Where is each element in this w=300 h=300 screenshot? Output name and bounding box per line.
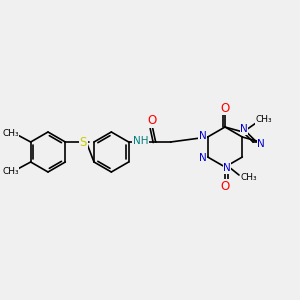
Text: O: O xyxy=(220,101,230,115)
Text: CH₃: CH₃ xyxy=(256,116,272,124)
Text: N: N xyxy=(240,124,248,134)
Text: CH₃: CH₃ xyxy=(2,167,19,176)
Text: NH: NH xyxy=(133,136,148,146)
Text: N: N xyxy=(257,139,265,149)
Text: S: S xyxy=(80,136,87,148)
Text: N: N xyxy=(223,163,231,173)
Text: O: O xyxy=(147,115,156,128)
Text: N: N xyxy=(199,131,207,141)
Text: CH₃: CH₃ xyxy=(241,172,257,182)
Text: O: O xyxy=(220,179,230,193)
Text: N: N xyxy=(199,153,207,163)
Text: CH₃: CH₃ xyxy=(2,128,19,137)
